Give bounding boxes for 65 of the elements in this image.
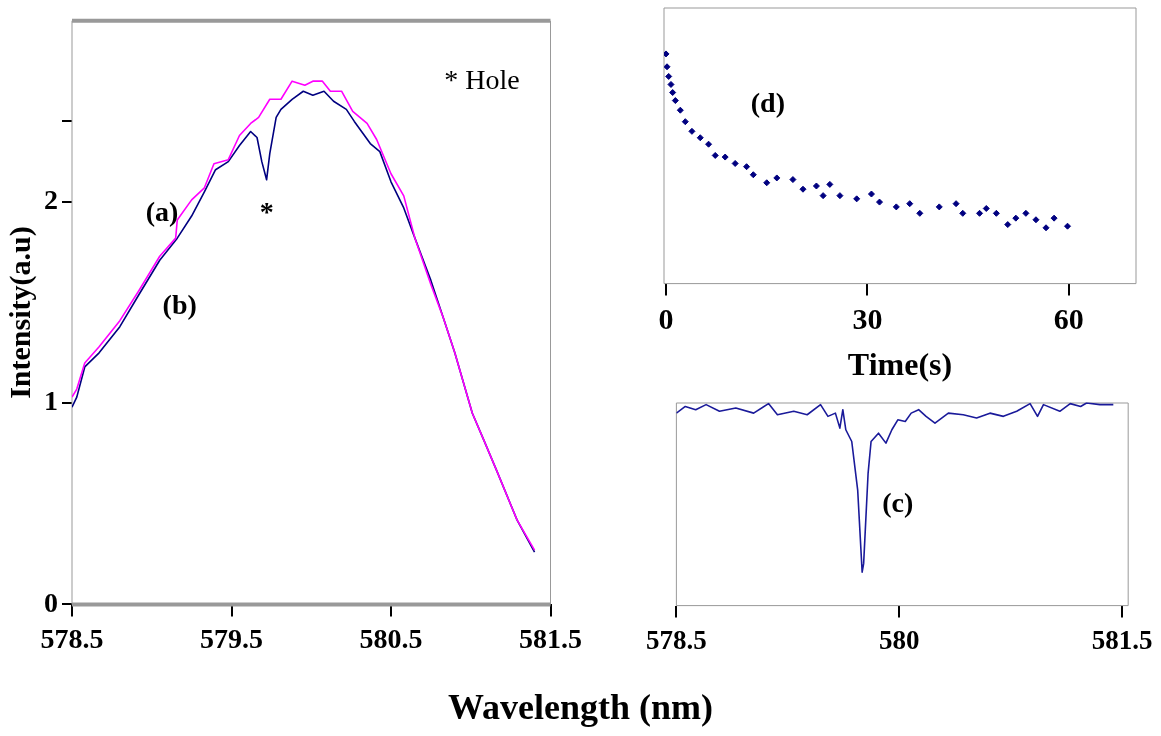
point <box>688 127 696 135</box>
point <box>853 195 861 203</box>
x-tick-label: 581.5 <box>1091 624 1153 655</box>
point <box>819 192 827 200</box>
point <box>876 198 884 206</box>
point <box>721 153 729 161</box>
point <box>749 171 757 179</box>
point <box>976 209 984 217</box>
x-tick-label: 60 <box>1053 302 1084 336</box>
point <box>892 203 900 211</box>
x-tick-label: 580 <box>879 624 920 655</box>
x-axis-title: Wavelength (nm) <box>447 686 714 728</box>
point <box>664 63 671 71</box>
point <box>1050 214 1058 222</box>
point <box>669 89 677 97</box>
point <box>1004 221 1012 229</box>
point <box>681 118 689 126</box>
annotation: * Hole <box>444 64 520 96</box>
x-tick-label: 30 <box>852 302 883 336</box>
point <box>1012 214 1020 222</box>
point <box>826 180 834 188</box>
point <box>959 209 967 217</box>
point <box>665 72 673 80</box>
point <box>916 209 924 217</box>
annotation: * <box>259 195 274 227</box>
point <box>664 50 670 58</box>
annotation: (d) <box>750 86 785 118</box>
point <box>935 203 943 211</box>
point <box>1064 222 1072 230</box>
annotation: (c) <box>882 486 914 518</box>
point <box>1022 209 1030 217</box>
y-tick-label: 1 <box>44 385 58 417</box>
point <box>731 159 739 167</box>
point <box>789 176 797 184</box>
point <box>1042 224 1050 232</box>
point <box>763 179 771 187</box>
point <box>773 174 781 182</box>
x-tick-label: 580.5 <box>359 623 423 655</box>
y-tick-label: 0 <box>44 586 58 618</box>
point <box>836 192 844 200</box>
point <box>743 163 751 171</box>
point <box>676 106 684 114</box>
point <box>667 80 675 88</box>
annotation: (b) <box>162 289 197 320</box>
x-tick-label: 578.5 <box>40 623 104 655</box>
point <box>696 134 704 142</box>
x-tick-label: 579.5 <box>200 623 263 655</box>
point <box>952 200 960 208</box>
y-axis-title: Intensity(a.u) <box>2 226 37 399</box>
point <box>992 209 1000 217</box>
x-axis-title: Time(s) <box>847 346 953 383</box>
annotation: (a) <box>145 195 179 227</box>
point <box>1032 216 1040 224</box>
x-tick-label: 0 <box>658 302 674 336</box>
point <box>812 182 820 190</box>
point <box>711 151 719 159</box>
x-tick-label: 581.5 <box>519 623 582 655</box>
y-tick-label: 2 <box>44 184 58 216</box>
point <box>705 140 713 148</box>
point <box>799 185 807 193</box>
point <box>867 190 875 198</box>
point <box>982 205 990 212</box>
point <box>906 200 914 208</box>
x-tick-label: 578.5 <box>646 624 707 655</box>
point <box>671 97 679 105</box>
